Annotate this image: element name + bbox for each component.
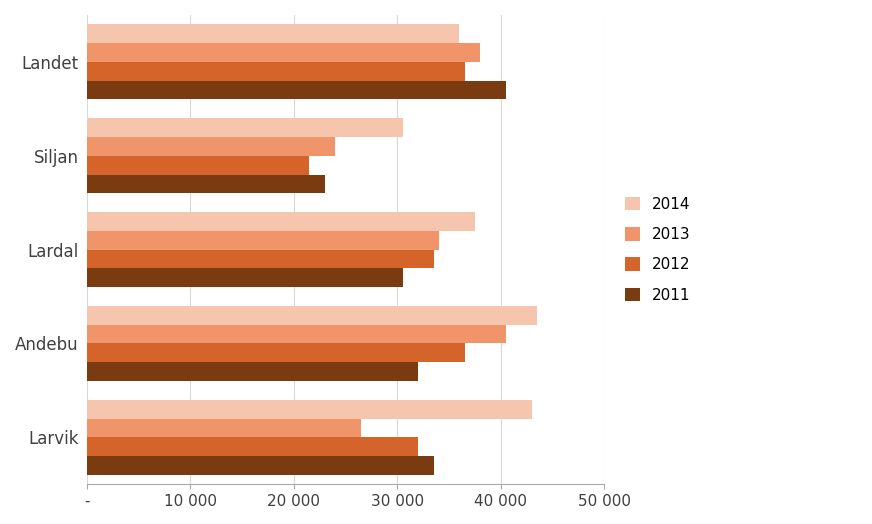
Bar bbox=[87, 25, 460, 43]
Bar bbox=[87, 212, 475, 231]
Bar bbox=[87, 268, 403, 287]
Bar bbox=[87, 249, 433, 268]
Bar bbox=[87, 438, 418, 456]
Bar bbox=[87, 400, 532, 419]
Bar bbox=[87, 137, 335, 156]
Bar bbox=[87, 419, 361, 438]
Bar bbox=[87, 62, 465, 81]
Bar bbox=[87, 344, 465, 362]
Bar bbox=[87, 81, 506, 100]
Bar bbox=[87, 43, 480, 62]
Bar bbox=[87, 456, 433, 475]
Bar bbox=[87, 156, 310, 174]
Bar bbox=[87, 174, 325, 193]
Legend: 2014, 2013, 2012, 2011: 2014, 2013, 2012, 2011 bbox=[617, 189, 698, 310]
Bar bbox=[87, 231, 439, 249]
Bar bbox=[87, 118, 403, 137]
Bar bbox=[87, 325, 506, 344]
Bar bbox=[87, 362, 418, 381]
Bar bbox=[87, 306, 537, 325]
